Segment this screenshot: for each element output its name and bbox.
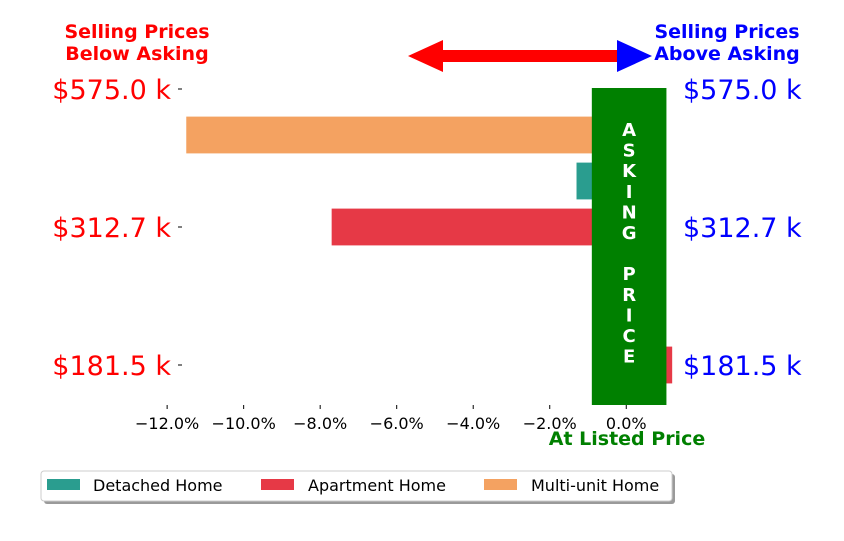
asking-letter-9: I (626, 305, 633, 326)
asking-letter-0: A (622, 120, 636, 141)
asking-band-rect (591, 88, 667, 405)
left-header-line-1: Selling Prices (64, 21, 209, 43)
right-header-line-2: Above Asking (654, 43, 800, 65)
asking-letter-8: R (622, 285, 636, 306)
arrow-shaft (440, 50, 624, 62)
x-tick-label-4: −4.0% (446, 414, 500, 433)
y-tick-label-left-312k: $312.7 k (52, 213, 171, 244)
bar-apartment-home-312k (331, 208, 627, 246)
x-tick-label-1: −10.0% (212, 414, 276, 433)
x-caption: At Listed Price (549, 428, 705, 450)
direction-arrow (408, 40, 652, 72)
legend: Detached Home Apartment Home Multi-unit … (40, 470, 675, 504)
axes: $575.0 k $575.0 k $312.7 k $312.7 k $181.5 k… (52, 75, 802, 433)
legend-swatch-apartment (261, 479, 294, 490)
asking-letter-4: N (622, 202, 637, 223)
asking-letter-2: K (622, 161, 637, 182)
x-tick-label-3: −6.0% (370, 414, 424, 433)
legend-swatch-multi-unit (484, 479, 517, 490)
asking-letter-5: G (622, 223, 637, 244)
left-header-line-2: Below Asking (65, 43, 208, 65)
legend-label-detached: Detached Home (93, 476, 223, 495)
y-tick-label-right-312k: $312.7 k (683, 213, 802, 244)
asking-letter-3: I (626, 182, 633, 203)
legend-box (40, 470, 673, 502)
legend-label-multi-unit: Multi-unit Home (531, 476, 659, 495)
asking-letter-10: C (623, 326, 636, 347)
x-tick-label-6: 0.0% (606, 414, 647, 433)
x-tick-label-5: −2.0% (523, 414, 577, 433)
y-tick-label-left-181k: $181.5 k (52, 351, 171, 382)
x-tick-label-0: −12.0% (135, 414, 199, 433)
y-tick-label-left-575k: $575.0 k (52, 75, 171, 106)
bar-multi-unit-home-575k (186, 116, 627, 154)
right-header-line-1: Selling Prices (654, 21, 799, 43)
arrow-head-left (408, 40, 443, 72)
arrow-head-right (617, 40, 652, 72)
asking-letter-11: E (623, 347, 635, 368)
y-tick-label-right-181k: $181.5 k (683, 351, 802, 382)
asking-letter-1: S (623, 141, 636, 162)
y-tick-label-right-575k: $575.0 k (683, 75, 802, 106)
asking-letter-7: P (623, 264, 636, 285)
legend-swatch-detached (47, 479, 80, 490)
x-tick-label-2: −8.0% (293, 414, 347, 433)
legend-label-apartment: Apartment Home (308, 476, 446, 495)
